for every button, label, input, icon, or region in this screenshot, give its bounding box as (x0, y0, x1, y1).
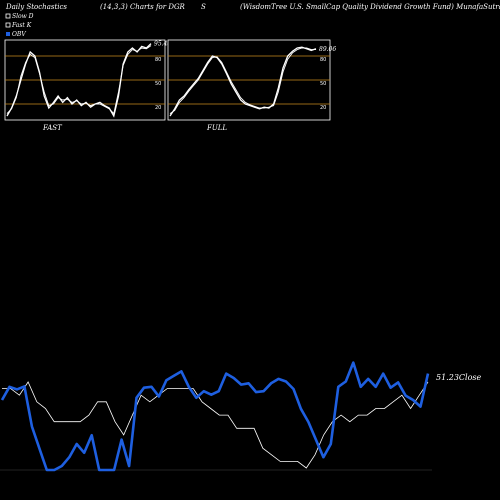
full-tick-label: 80 (320, 57, 326, 63)
close-last-label: 51.23Close (436, 373, 482, 382)
fast-panel-label: FAST (42, 124, 63, 132)
legend-label-slow-d: Slow D (12, 13, 34, 20)
title-mid: (14,3,3) Charts for DGR (100, 3, 186, 11)
fast-last-value: 95.44 (154, 41, 171, 48)
full-tick-label: 50 (320, 81, 326, 87)
obv-line (0, 361, 430, 472)
title-right: (WisdomTree U.S. SmallCap Quality Divide… (240, 3, 500, 11)
full-panel-label: FULL (206, 124, 227, 132)
title-s: S (201, 3, 206, 11)
legend-label-obv: OBV (12, 31, 26, 38)
fast-tick-label: 50 (155, 81, 161, 87)
legend: Slow D Fast K OBV (5, 13, 34, 38)
title-left: Daily Stochastics (5, 3, 67, 11)
close-price-line (2, 381, 429, 469)
fast-stochastic-panel: 80 50 20 95.44 (4, 39, 171, 121)
full-series-line-k (169, 46, 317, 117)
legend-swatch-obv (6, 32, 10, 36)
legend-swatch-fast-k (5, 22, 11, 28)
legend-swatch-slow-d (5, 13, 11, 19)
full-last-value: 89.06 (319, 46, 336, 53)
legend-label-fast-k: Fast K (11, 22, 32, 29)
fast-tick-label: 80 (155, 57, 161, 63)
obv-close-panel (0, 361, 432, 472)
full-stochastic-panel: 80 50 20 89.06 (167, 39, 336, 121)
fast-tick-label: 20 (155, 105, 161, 111)
fast-series-line-d (6, 45, 152, 115)
full-tick-label: 20 (320, 105, 326, 111)
full-series-line-d (169, 47, 316, 114)
